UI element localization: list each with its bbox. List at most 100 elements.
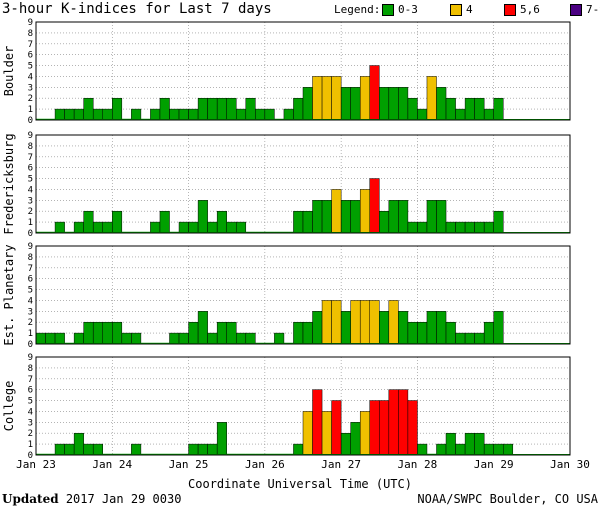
bar-boulder: [426, 76, 437, 121]
x-tick-label: Jan 24: [92, 458, 132, 471]
bar-boulder: [73, 108, 84, 121]
bar-fredericksburg: [54, 221, 65, 234]
bar-fredericksburg: [216, 210, 227, 234]
bar-est-planetary: [483, 321, 494, 345]
bar-boulder: [493, 97, 504, 121]
x-tick-label: Jan 25: [169, 458, 209, 471]
bar-boulder: [264, 108, 275, 121]
legend-text-0-3: 0-3: [398, 3, 418, 16]
bar-est-planetary: [236, 332, 247, 345]
panel-frame-college: [35, 356, 571, 456]
updated-timestamp: Updated 2017 Jan 29 0030: [2, 492, 181, 506]
bar-est-planetary: [83, 321, 94, 345]
bar-boulder: [169, 108, 180, 121]
bar-est-planetary: [331, 300, 342, 345]
bar-est-planetary: [169, 332, 180, 345]
bar-est-planetary: [340, 311, 351, 345]
x-tick-label: Jan 30: [550, 458, 590, 471]
bar-boulder: [455, 108, 466, 121]
y-tick-label-est-planetary: 1: [28, 329, 33, 339]
bar-college: [455, 443, 466, 456]
bar-est-planetary: [388, 300, 399, 345]
bar-est-planetary: [426, 311, 437, 345]
y-tick-label-est-planetary: 6: [28, 275, 33, 285]
bar-fredericksburg: [340, 200, 351, 234]
bar-boulder: [207, 97, 218, 121]
y-tick-label-college: 9: [28, 353, 33, 363]
y-tick-label-college: 3: [28, 418, 33, 428]
y-tick-label-boulder: 9: [28, 18, 33, 28]
bar-college: [207, 443, 218, 456]
bar-college: [398, 389, 409, 456]
bar-boulder: [445, 97, 456, 121]
bar-est-planetary: [197, 311, 208, 345]
bar-est-planetary: [493, 311, 504, 345]
bar-fredericksburg: [73, 221, 84, 234]
bar-est-planetary: [302, 321, 313, 345]
panel-label-boulder: Boulder: [2, 46, 16, 97]
bar-fredericksburg: [445, 221, 456, 234]
y-tick-label-boulder: 0: [28, 116, 33, 126]
bar-est-planetary: [188, 321, 199, 345]
bar-fredericksburg: [417, 221, 428, 234]
bar-fredericksburg: [321, 200, 332, 234]
chart-title: 3-hour K-indices for Last 7 days: [2, 1, 272, 17]
y-tick-label-fredericksburg: 5: [28, 175, 33, 185]
panel-frame-boulder: [35, 21, 571, 121]
bar-fredericksburg: [207, 221, 218, 234]
y-tick-label-fredericksburg: 7: [28, 153, 33, 163]
bar-fredericksburg: [493, 210, 504, 234]
bar-est-planetary: [359, 300, 371, 345]
bar-boulder: [436, 87, 447, 121]
panel-label-fredericksburg: Fredericksburg: [2, 133, 16, 234]
bar-fredericksburg: [359, 189, 371, 234]
x-axis-label: Coordinate Universal Time (UTC): [188, 477, 412, 491]
panel-frame-est-planetary: [35, 245, 571, 345]
y-tick-label-est-planetary: 9: [28, 242, 33, 252]
bar-est-planetary: [216, 321, 227, 345]
bar-boulder: [474, 97, 485, 121]
y-tick-label-boulder: 1: [28, 105, 33, 115]
bar-est-planetary: [436, 311, 447, 345]
bar-college: [503, 443, 514, 456]
y-tick-label-college: 4: [28, 407, 33, 417]
y-tick-label-college: 7: [28, 375, 33, 385]
legend-swatch-7-9: [570, 4, 582, 16]
bar-boulder: [312, 76, 323, 121]
bar-college: [417, 443, 428, 456]
bar-est-planetary: [445, 321, 456, 345]
bar-boulder: [340, 87, 351, 121]
y-tick-label-college: 6: [28, 386, 33, 396]
y-tick-label-est-planetary: 2: [28, 318, 33, 328]
y-tick-label-est-planetary: 5: [28, 286, 33, 296]
bar-est-planetary: [293, 321, 304, 345]
bar-boulder: [64, 108, 75, 121]
bar-boulder: [112, 97, 123, 121]
bar-est-planetary: [321, 300, 332, 345]
bar-boulder: [54, 108, 65, 121]
bar-college: [379, 400, 390, 456]
bar-college: [54, 443, 65, 456]
bar-college: [312, 389, 323, 456]
bar-boulder: [483, 108, 494, 121]
bar-boulder: [131, 108, 142, 121]
bar-boulder: [255, 108, 266, 121]
credit-line: NOAA/SWPC Boulder, CO USA: [417, 492, 598, 506]
bar-est-planetary: [464, 332, 475, 345]
y-tick-label-est-planetary: 8: [28, 253, 33, 263]
y-tick-label-fredericksburg: 3: [28, 196, 33, 206]
bar-boulder: [388, 87, 399, 121]
bar-boulder: [159, 97, 170, 121]
bar-est-planetary: [455, 332, 466, 345]
bar-est-planetary: [407, 321, 418, 345]
bar-est-planetary: [379, 311, 390, 345]
y-tick-label-college: 8: [28, 364, 33, 374]
bar-fredericksburg: [436, 200, 447, 234]
y-tick-label-boulder: 3: [28, 83, 33, 93]
bar-fredericksburg: [483, 221, 494, 234]
bar-boulder: [321, 76, 332, 121]
y-tick-label-college: 1: [28, 440, 33, 450]
x-tick-label: Jan 27: [321, 458, 361, 471]
legend-swatch-4: [450, 4, 462, 16]
bar-fredericksburg: [302, 210, 313, 234]
